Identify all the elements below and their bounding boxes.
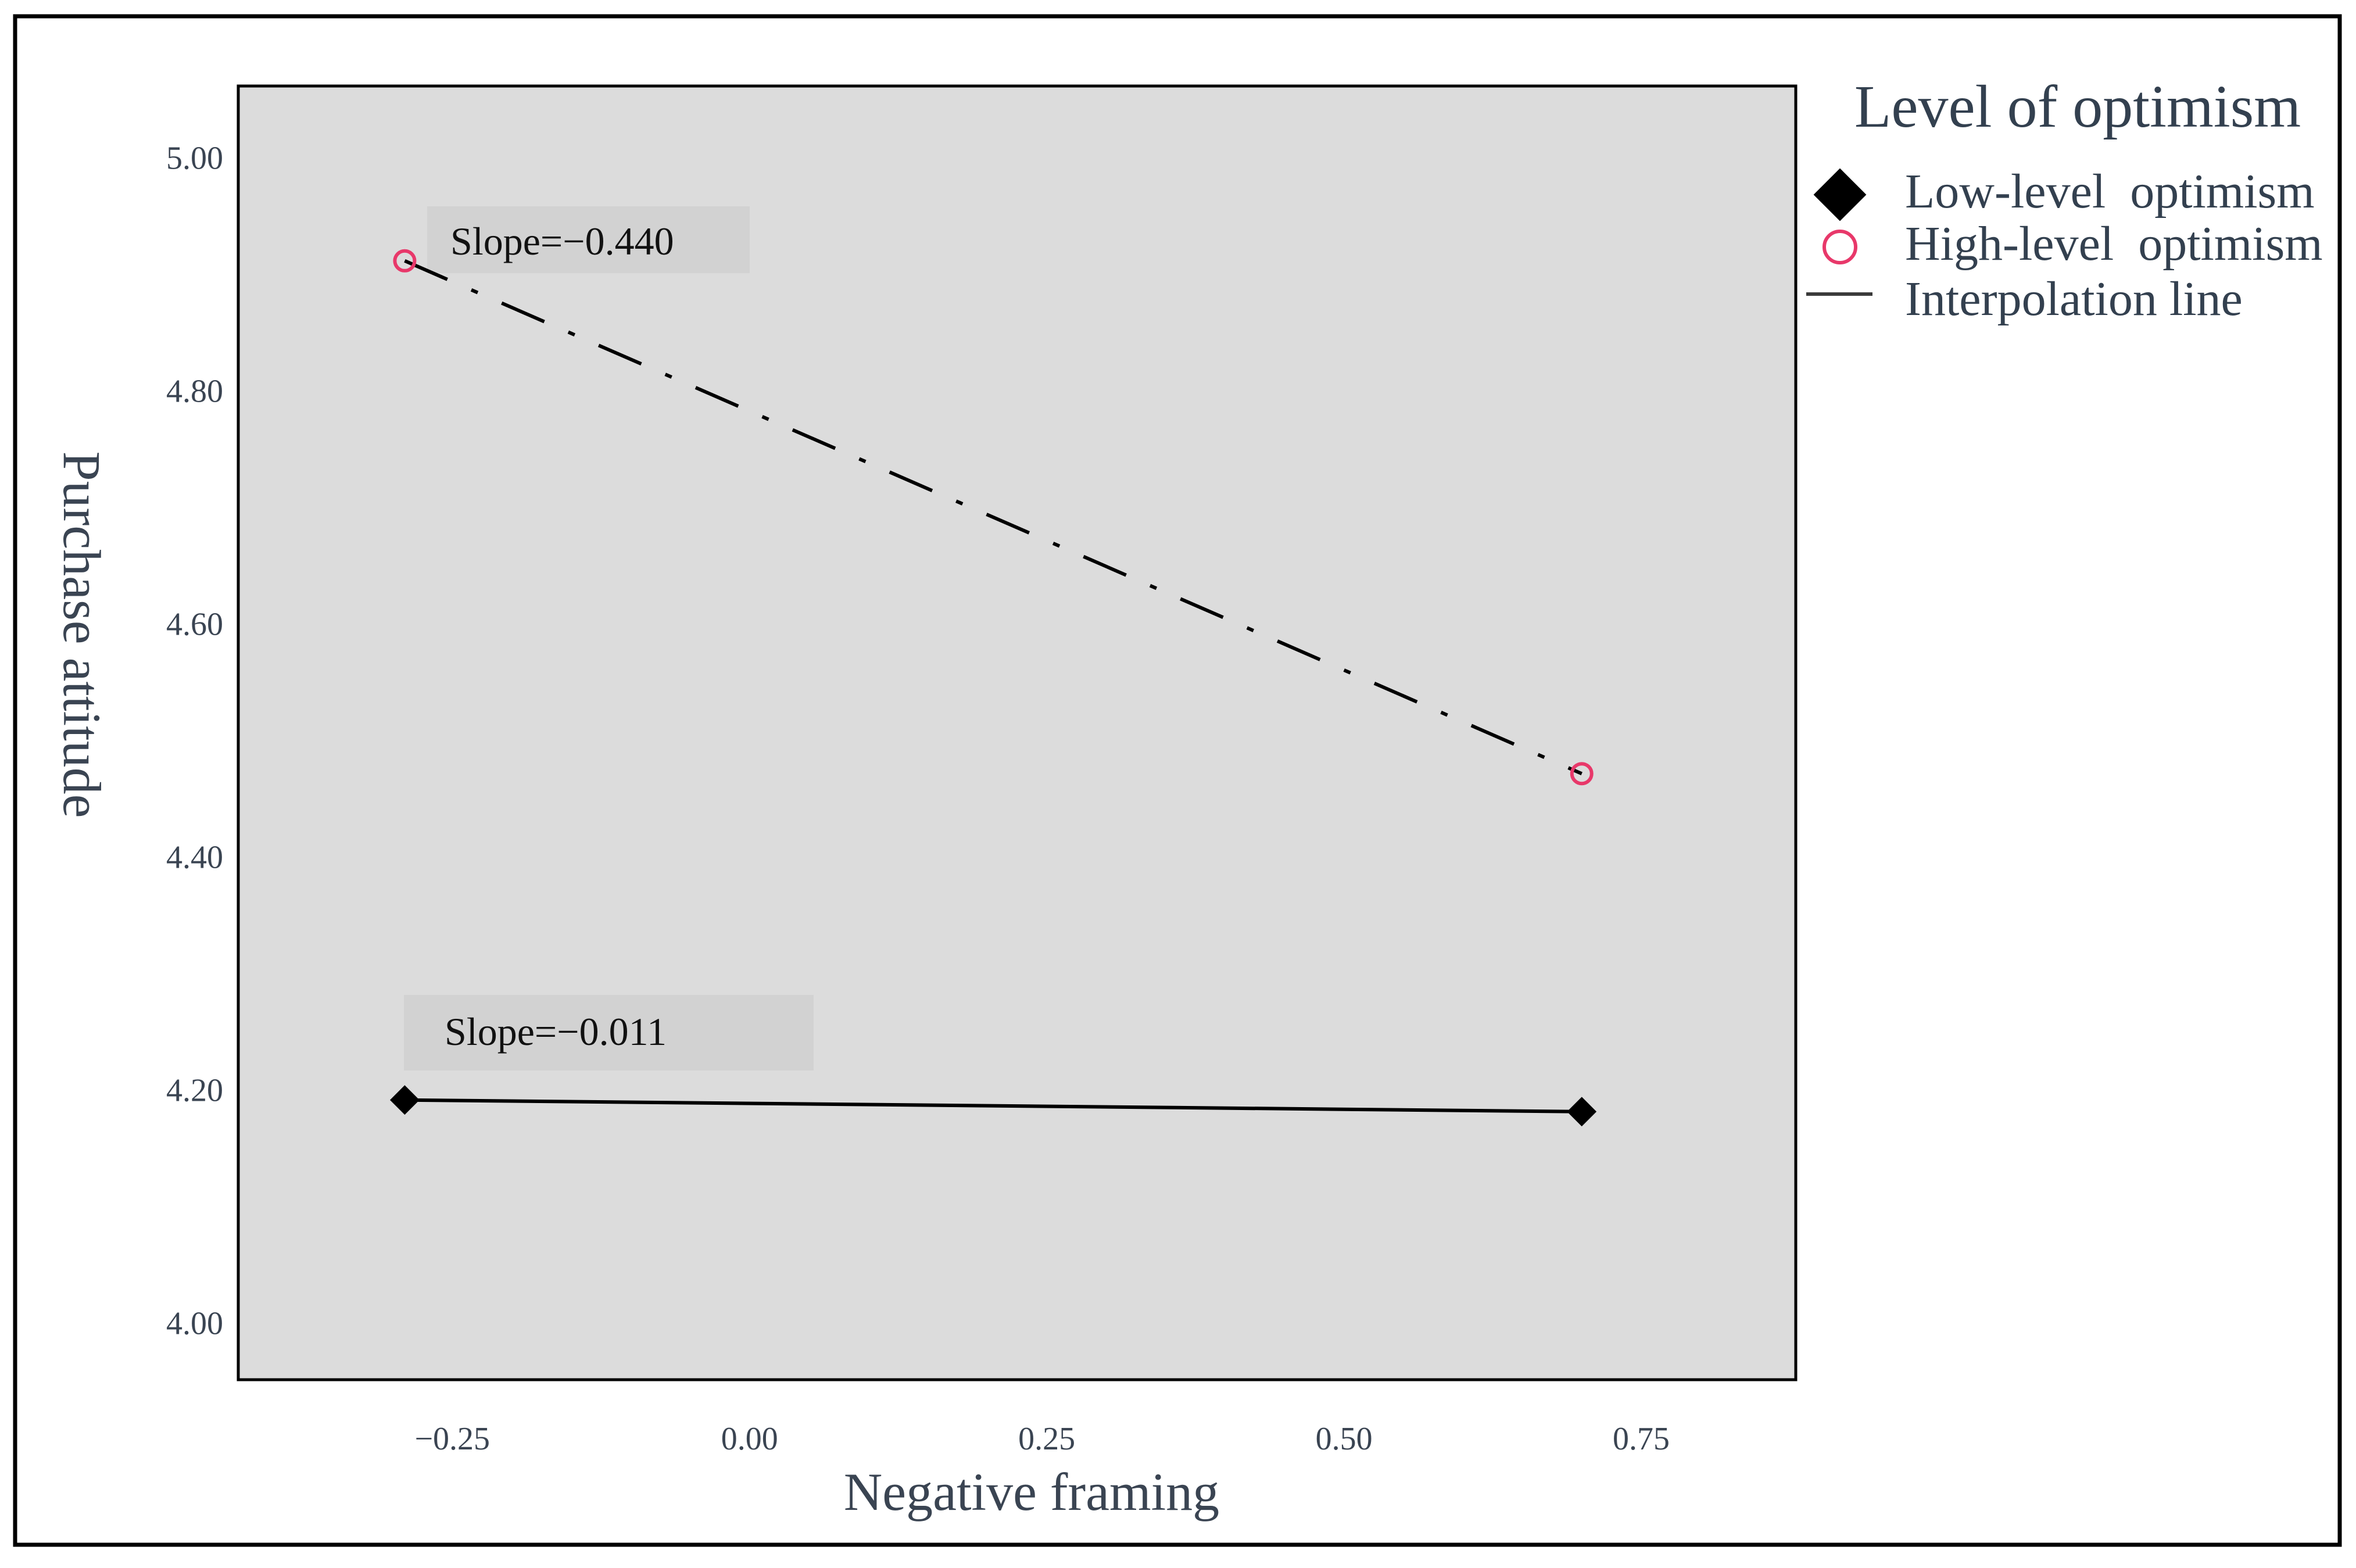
high-optimism-series-line: [404, 259, 1582, 775]
x-tick-label: 0.50: [1316, 1421, 1373, 1457]
y-axis-ticks: 4.00 4.20 4.40 4.60 4.80 5.00: [166, 140, 223, 1341]
y-tick-label: 4.60: [166, 606, 223, 642]
legend-label-interpolation: Interpolation line: [1905, 272, 2243, 326]
x-tick-label: 0.75: [1613, 1421, 1670, 1457]
low-optimism-series-line: [404, 1098, 1582, 1114]
high-optimism-point: [1570, 762, 1594, 786]
x-tick-label: 0.25: [1018, 1421, 1075, 1457]
y-axis-label: Purchase attitude: [52, 451, 112, 818]
y-tick-label: 4.00: [166, 1306, 223, 1342]
y-tick-label: 4.80: [166, 373, 223, 409]
series-layer: [389, 249, 1597, 1127]
x-axis-ticks: −0.25 0.00 0.25 0.50 0.75: [414, 1421, 1670, 1457]
high-slope-annotation: Slope=−0.440: [450, 219, 674, 263]
legend-label-high-optimism: High-level optimism: [1905, 217, 2323, 271]
y-tick-label: 4.20: [166, 1073, 223, 1109]
y-tick-label: 5.00: [166, 140, 223, 176]
y-tick-label: 4.40: [166, 840, 223, 876]
low-optimism-point: [389, 1085, 420, 1115]
low-slope-annotation-box: [404, 995, 814, 1071]
legend-circle-marker: [1823, 230, 1857, 264]
low-slope-annotation: Slope=−0.011: [445, 1009, 667, 1054]
high-slope-annotation-box: [427, 206, 750, 273]
plot-area: [237, 84, 1798, 1381]
x-axis-label: Negative framing: [844, 1462, 1219, 1522]
legend-label-low-optimism: Low-level optimism: [1905, 164, 2315, 219]
legend-title: Level of optimism: [1854, 73, 2301, 140]
low-optimism-point: [1567, 1097, 1597, 1127]
high-optimism-point: [393, 249, 417, 273]
legend: Level of optimism Low-level optimismHigh…: [1806, 73, 2323, 326]
legend-diamond-marker: [1813, 168, 1867, 221]
x-tick-label: −0.25: [414, 1421, 490, 1457]
x-tick-label: 0.00: [721, 1421, 778, 1457]
